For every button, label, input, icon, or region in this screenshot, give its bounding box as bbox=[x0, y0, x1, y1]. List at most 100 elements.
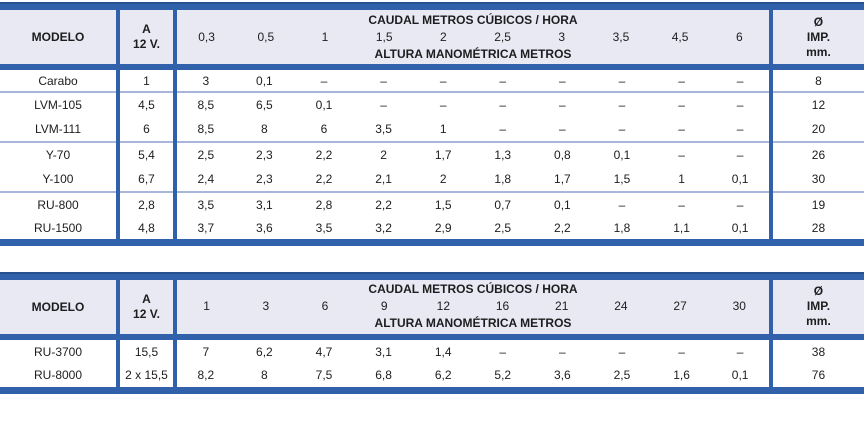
flow-cell: 8 bbox=[234, 117, 295, 142]
flow-cell: – bbox=[592, 117, 652, 142]
table-row: RU-1500 4,8 3,7 3,6 3,5 3,2 2,9 2,5 2,2 1,8 1,1 0,1… bbox=[0, 217, 864, 242]
flow-cell: 2 bbox=[353, 141, 414, 167]
flow-cell: 3,7 bbox=[173, 217, 235, 242]
model-cell: Y-70 bbox=[0, 141, 118, 167]
flow-cell: – bbox=[651, 336, 712, 364]
flow-cell: – bbox=[592, 191, 652, 217]
flow-column-label: 0,5 bbox=[257, 29, 275, 44]
table-row: Y-100 6,7 2,4 2,3 2,2 2,1 2 1,8 1,7 1,5 1 0,1 30 bbox=[0, 167, 864, 192]
table-row: Y-70 5,4 2,5 2,3 2,2 2 1,7 1,3 0,8 0,1– –26 bbox=[0, 141, 864, 167]
amperage-label: A bbox=[142, 22, 151, 36]
impeller-label: IMP. bbox=[806, 299, 831, 313]
flow-column-label: 2,5 bbox=[494, 29, 511, 44]
flow-cell: 3,1 bbox=[234, 191, 295, 217]
flow-cell: – bbox=[294, 67, 354, 92]
amperage-label: A bbox=[142, 291, 151, 306]
diameter-cell: 26 bbox=[768, 141, 864, 167]
flow-cell: – bbox=[592, 91, 652, 117]
flow-cell: – bbox=[472, 67, 533, 92]
flow-column-label: 1 bbox=[203, 299, 210, 313]
flow-cell: 2,9 bbox=[413, 217, 473, 242]
header-impeller-diameter: Ø IMP. mm. bbox=[768, 276, 864, 340]
flow-column-label: 6 bbox=[735, 29, 743, 44]
amp-cell: 2 x 15,5 bbox=[116, 363, 175, 391]
flow-cell: 2,5 bbox=[173, 141, 235, 167]
model-cell: RU-3700 bbox=[0, 336, 118, 364]
diameter-cell: 19 bbox=[768, 191, 864, 217]
table-body: Carabo 1 3 0,1– – – – – – – –8 LVM-105 4,5 8,5 6,5 0,1–… bbox=[0, 67, 864, 242]
table-row: Carabo 1 3 0,1– – – – – – – –8 bbox=[0, 67, 864, 92]
flow-cell: 1,5 bbox=[413, 191, 473, 217]
flow-cell: – bbox=[711, 336, 771, 364]
flow-column-label: 2 bbox=[440, 29, 447, 44]
amp-cell: 4,5 bbox=[116, 91, 175, 117]
flow-column-label: 16 bbox=[495, 299, 510, 313]
flow-column-label: 30 bbox=[732, 299, 746, 313]
flow-cell: 2,2 bbox=[532, 217, 593, 242]
flow-cell: 1 bbox=[413, 117, 473, 142]
flow-cell: 0,8 bbox=[532, 141, 593, 167]
amp-cell: 2,8 bbox=[116, 191, 175, 217]
flow-cell: 6,2 bbox=[234, 336, 295, 364]
flow-cell: 2,8 bbox=[294, 191, 354, 217]
pump-table-small: MODELO A 12 V. CAUDAL METROS CÚBICOS / H… bbox=[0, 2, 864, 246]
flow-cell: 0,1 bbox=[711, 217, 771, 242]
flow-cell: – bbox=[711, 117, 771, 142]
diameter-cell: 30 bbox=[768, 167, 864, 192]
diameter-cell: 8 bbox=[768, 67, 864, 92]
flow-cell: – bbox=[711, 141, 771, 167]
flow-cell: – bbox=[532, 117, 593, 142]
table-row: LVM-111 6 8,5 8 6 3,5 1– – – – –20 bbox=[0, 117, 864, 142]
flow-cell: – bbox=[651, 91, 712, 117]
flow-cell: 2,3 bbox=[234, 167, 295, 192]
diameter-symbol: Ø bbox=[813, 284, 824, 298]
flow-column-label: 9 bbox=[380, 299, 388, 313]
flow-cell: 8,2 bbox=[173, 363, 235, 391]
altura-title: ALTURA MANOMÉTRICA METROS bbox=[374, 46, 572, 61]
flow-cell: 1,8 bbox=[592, 217, 652, 242]
diameter-cell: 20 bbox=[768, 117, 864, 142]
flow-cell: 2,2 bbox=[353, 191, 414, 217]
flow-cell: 8,5 bbox=[173, 117, 235, 142]
header-flow-section: CAUDAL METROS CÚBICOS / HORA 0,3 0,5 1 1,5 2… bbox=[173, 7, 771, 70]
flow-cell: 3 bbox=[173, 67, 235, 92]
flow-cell: 1,5 bbox=[592, 167, 652, 192]
flow-cell: 6,8 bbox=[353, 363, 414, 391]
flow-cell: – bbox=[711, 191, 771, 217]
caudal-title: CAUDAL METROS CÚBICOS / HORA bbox=[368, 282, 578, 296]
flow-cell: 2 bbox=[413, 167, 473, 192]
flow-cell: 0,1 bbox=[711, 167, 771, 192]
flow-cell: – bbox=[532, 336, 593, 364]
flow-column-label: 27 bbox=[673, 299, 687, 313]
amp-cell: 4,8 bbox=[116, 217, 175, 242]
flow-cell: 5,2 bbox=[472, 363, 533, 391]
flow-cell: 4,7 bbox=[294, 336, 354, 364]
flow-column-label: 3 bbox=[558, 29, 566, 44]
model-cell: LVM-111 bbox=[0, 117, 118, 142]
flow-cell: 1 bbox=[651, 167, 712, 192]
flow-cell: 0,1 bbox=[234, 67, 295, 92]
voltage-label: 12 V. bbox=[133, 306, 160, 321]
flow-cell: – bbox=[472, 336, 533, 364]
flow-cell: – bbox=[711, 67, 771, 92]
flow-cell: 8,5 bbox=[173, 91, 235, 117]
table-body: RU-3700 15,5 7 6,2 4,7 3,1 1,4– – – – –38 RU-8000 2 … bbox=[0, 336, 864, 391]
header-amperage: A 12 V. bbox=[116, 276, 175, 340]
flow-cell: – bbox=[651, 141, 712, 167]
flow-cell: 1,8 bbox=[472, 167, 533, 192]
diameter-cell: 28 bbox=[768, 217, 864, 242]
flow-cell: 6 bbox=[294, 117, 354, 142]
flow-cell: 7 bbox=[173, 336, 235, 364]
flow-column-label: 3 bbox=[262, 299, 270, 313]
model-cell: LVM-105 bbox=[0, 91, 118, 117]
header-row: MODELO A 12 V. CAUDAL METROS CÚBICOS / H… bbox=[0, 7, 864, 70]
flow-cell: – bbox=[532, 67, 593, 92]
flow-cell: – bbox=[592, 67, 652, 92]
header-impeller-diameter: Ø IMP. mm. bbox=[768, 7, 864, 70]
flow-cell: – bbox=[651, 117, 712, 142]
flow-cell: 2,5 bbox=[592, 363, 652, 391]
flow-cell: 0,1 bbox=[294, 91, 354, 117]
flow-column-labels: 1 3 6 9 12 16 21 24 27 30 bbox=[177, 298, 769, 315]
flow-column-label: 6 bbox=[321, 299, 329, 313]
flow-cell: – bbox=[472, 117, 533, 142]
